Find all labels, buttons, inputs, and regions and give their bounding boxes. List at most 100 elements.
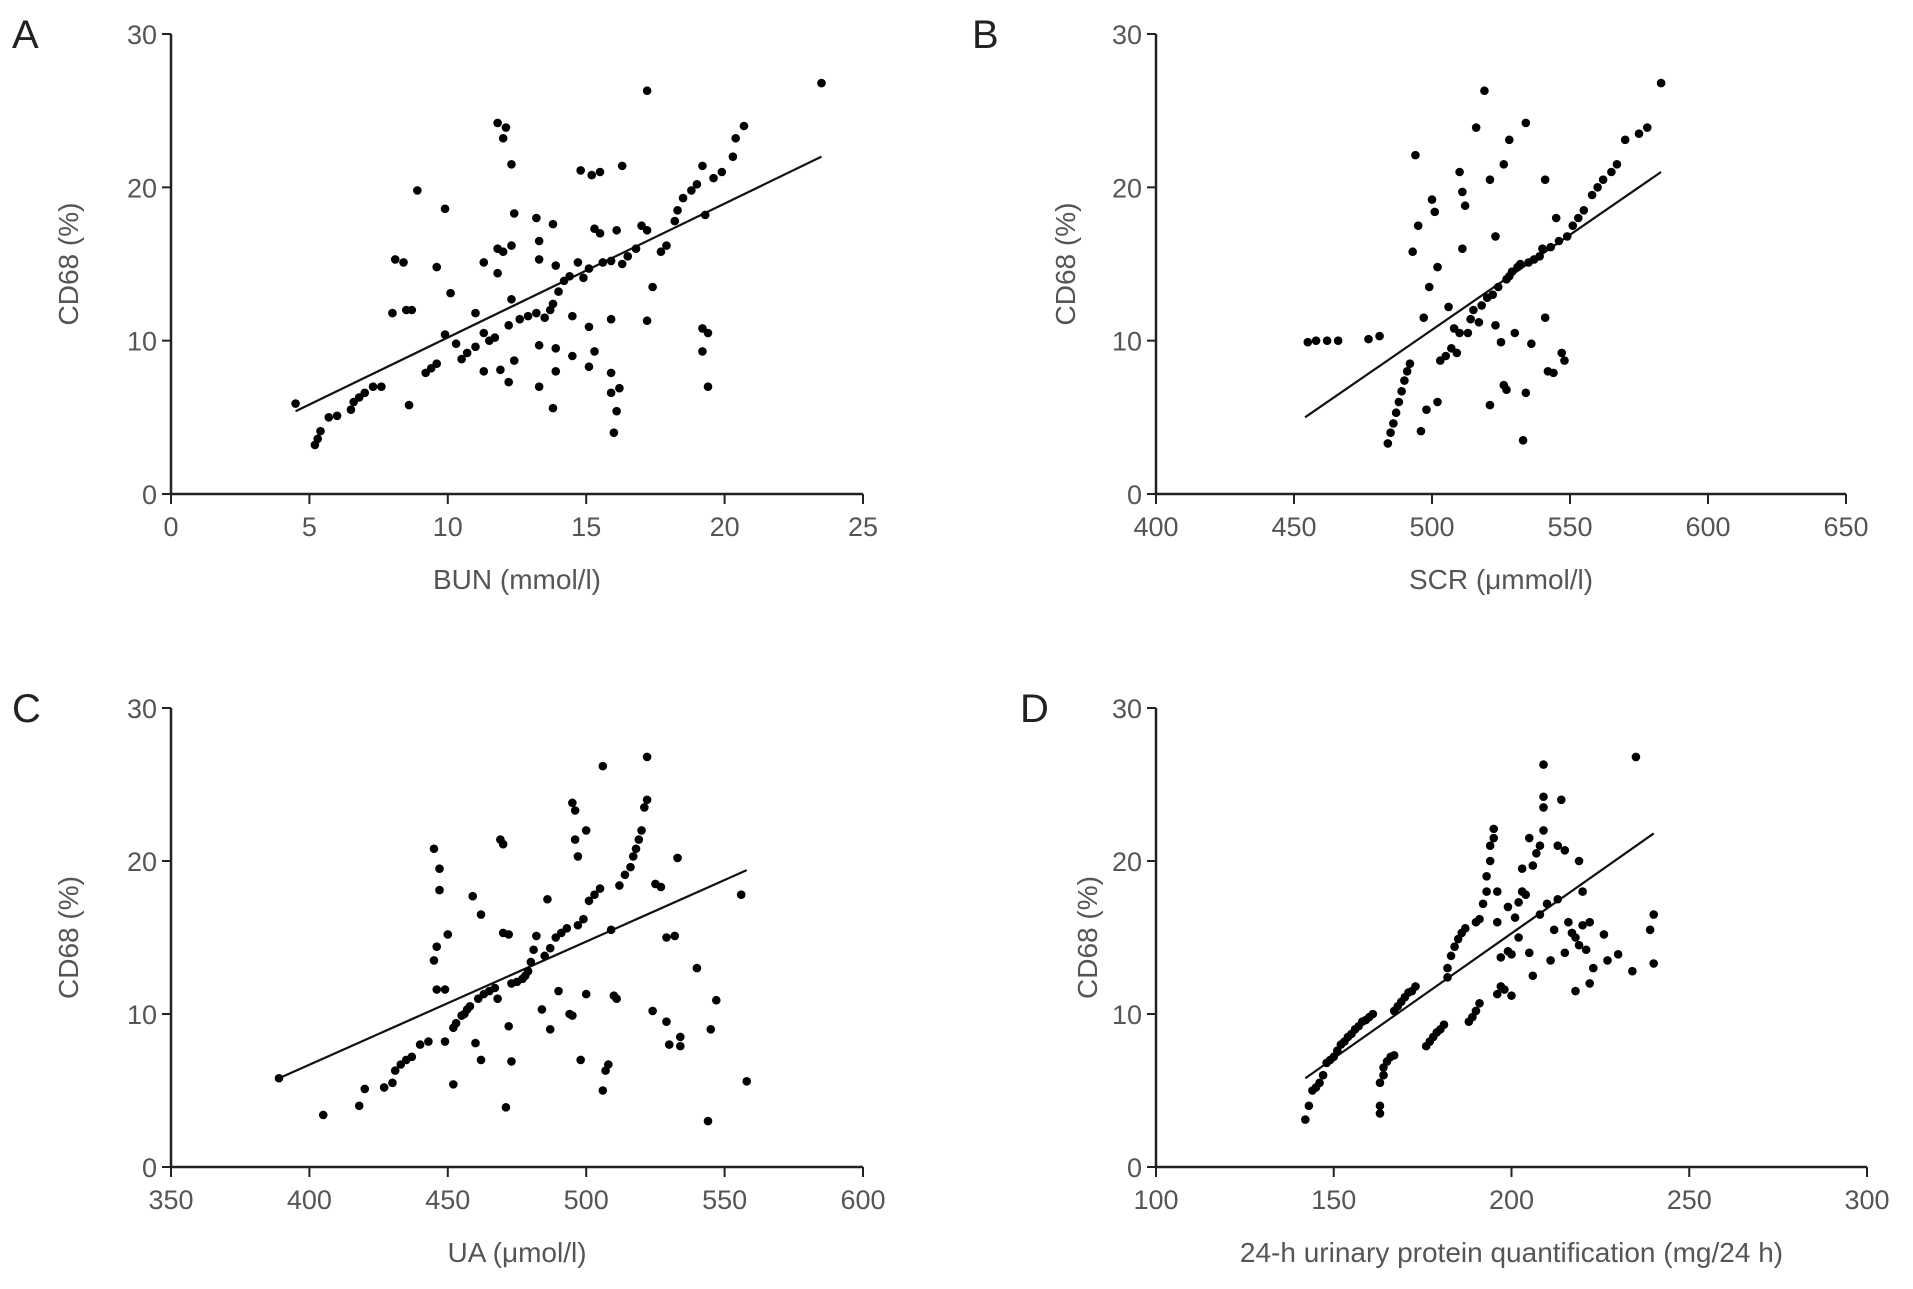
data-point — [1574, 856, 1584, 866]
data-point — [606, 368, 616, 378]
data-point — [476, 910, 486, 919]
data-point — [399, 258, 408, 267]
data-point — [1443, 972, 1452, 982]
data-point — [587, 170, 597, 180]
data-point — [523, 966, 533, 976]
data-point — [551, 367, 561, 376]
data-point — [612, 225, 621, 235]
data-point — [634, 835, 644, 844]
data-point — [678, 193, 688, 203]
data-point — [615, 881, 624, 890]
x-tick-label: 0 — [163, 512, 178, 542]
data-point — [1482, 872, 1491, 881]
data-point — [504, 930, 513, 939]
data-point — [554, 287, 563, 296]
panel-b: B 0 10 20 30 400 450 500 550 600 650 SCR (μmmol/l) C… — [972, 13, 1869, 595]
data-point — [1375, 1078, 1385, 1088]
data-point — [1578, 920, 1587, 930]
data-point — [656, 882, 666, 892]
data-point — [1496, 953, 1506, 962]
data-point — [1443, 963, 1452, 973]
data-point — [471, 342, 480, 352]
data-point — [537, 1005, 547, 1014]
y-axis-label: CD68 (%) — [1050, 203, 1081, 326]
y-tick-label: 20 — [1112, 173, 1142, 203]
data-point — [1527, 339, 1536, 349]
data-point — [1535, 252, 1544, 261]
data-point — [573, 258, 583, 267]
data-point — [1642, 123, 1652, 132]
data-point — [534, 382, 544, 391]
data-point — [648, 1006, 657, 1016]
data-point — [656, 247, 666, 257]
data-point — [670, 216, 680, 226]
data-point — [642, 316, 652, 326]
x-tick-label: 250 — [1667, 1185, 1712, 1215]
data-point — [1532, 849, 1541, 858]
data-point — [1603, 956, 1612, 965]
data-point — [626, 862, 635, 872]
data-point — [440, 204, 450, 214]
data-point — [676, 1032, 685, 1042]
x-tick-label: 15 — [571, 512, 601, 542]
data-point — [1546, 242, 1555, 252]
data-point — [590, 890, 599, 899]
data-point — [631, 244, 641, 253]
data-point — [711, 995, 721, 1005]
y-tick-label: 0 — [1127, 1153, 1142, 1183]
data-point — [1383, 439, 1393, 448]
data-point — [1518, 436, 1528, 445]
data-point — [620, 870, 630, 880]
data-point — [662, 1017, 671, 1026]
y-tick-label: 0 — [142, 480, 157, 510]
data-point — [1524, 948, 1534, 958]
data-point — [1507, 991, 1516, 1000]
data-point — [742, 1077, 752, 1086]
data-point — [1507, 950, 1516, 959]
x-tick-label: 400 — [287, 1185, 332, 1215]
data-point — [1502, 385, 1511, 395]
data-point — [565, 271, 574, 281]
data-point — [1549, 925, 1559, 935]
data-point — [432, 942, 442, 951]
data-point — [1500, 985, 1509, 994]
data-point — [1430, 207, 1440, 217]
data-point — [581, 989, 591, 999]
data-point — [1535, 910, 1545, 919]
data-point — [1553, 894, 1563, 904]
data-point — [1546, 956, 1555, 965]
data-point — [1433, 397, 1442, 407]
data-point — [1521, 388, 1531, 398]
y-tick-label: 10 — [1112, 327, 1142, 357]
data-point — [1408, 247, 1417, 257]
y-tick-label: 10 — [127, 327, 157, 357]
data-point — [534, 340, 544, 350]
data-point — [1427, 195, 1437, 204]
data-point — [1568, 221, 1578, 230]
data-point — [501, 1103, 511, 1112]
data-point — [1488, 290, 1498, 299]
data-point — [1510, 328, 1520, 338]
data-point — [1528, 861, 1538, 870]
data-point — [548, 403, 558, 413]
data-point — [1333, 336, 1343, 345]
data-point — [540, 313, 549, 322]
data-point — [1542, 899, 1552, 909]
data-point — [590, 347, 599, 356]
data-point — [728, 152, 738, 161]
data-point — [581, 826, 591, 835]
data-point — [1562, 232, 1572, 241]
data-point — [435, 864, 444, 873]
data-point — [1538, 244, 1547, 253]
data-point — [1571, 986, 1580, 996]
data-point — [1560, 948, 1570, 958]
data-point — [1471, 123, 1481, 132]
data-point — [1553, 841, 1563, 850]
data-point — [479, 367, 489, 376]
y-tick-label: 30 — [127, 694, 157, 724]
data-point — [1478, 899, 1488, 909]
panel-letter: D — [1020, 687, 1049, 731]
data-point — [676, 1041, 685, 1051]
x-tick-label: 600 — [1685, 512, 1730, 542]
data-point — [1441, 351, 1451, 361]
